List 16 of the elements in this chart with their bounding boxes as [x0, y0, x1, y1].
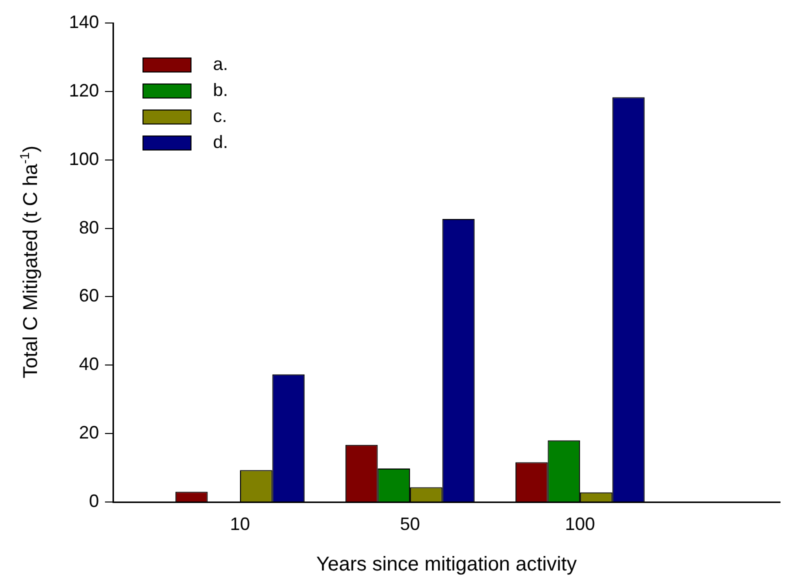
legend-label: b. — [213, 80, 228, 100]
x-tick-label: 100 — [565, 514, 596, 534]
y-tick-label: 60 — [78, 286, 99, 306]
legend-label: d. — [213, 132, 228, 152]
x-tick-label: 10 — [230, 514, 250, 534]
y-tick-label: 80 — [78, 217, 99, 238]
y-tick-label: 120 — [68, 80, 99, 100]
legend-label: c. — [213, 106, 228, 126]
x-axis-title: Years since mitigation activity — [316, 554, 577, 576]
y-tick-label: 100 — [68, 148, 99, 169]
y-tick-label: 0 — [88, 490, 99, 511]
y-tick-label: 140 — [68, 12, 99, 32]
x-tick-label: 50 — [400, 514, 420, 534]
y-tick-label: 20 — [78, 422, 99, 443]
y-tick-label: 40 — [78, 354, 99, 374]
legend-label: a. — [213, 54, 228, 74]
